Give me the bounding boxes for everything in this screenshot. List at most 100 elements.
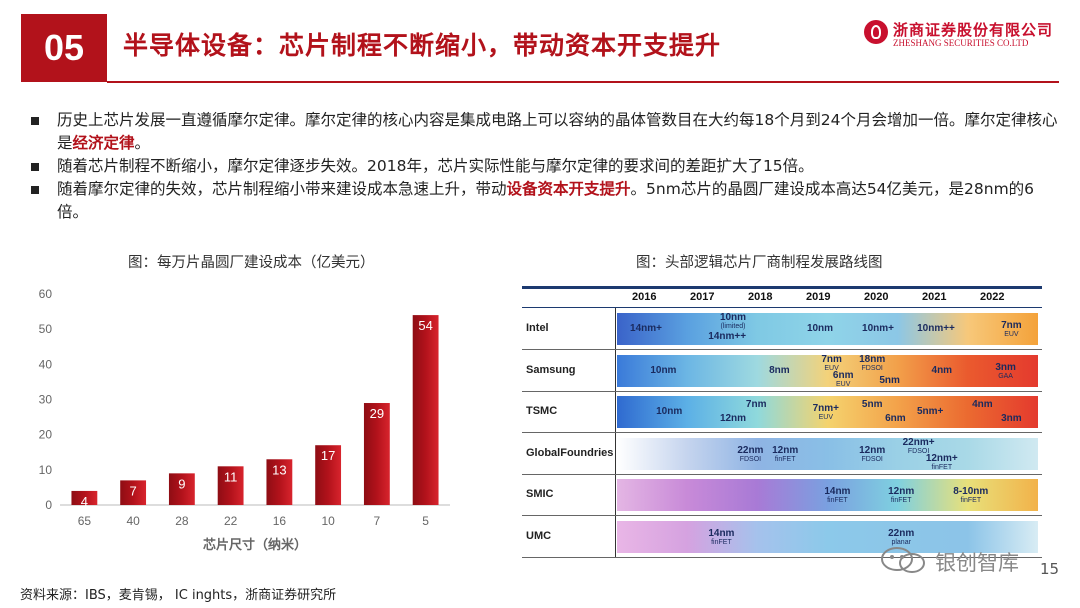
construction-cost-bar-chart: 0 10 20 30 40 50 60 4 65 7 40 9 28 11 22 13 16 17 10 29 7 54 5… [39, 287, 450, 553]
roadmap-progress-band: 14nm+ 10nm (limited) 14nm++ 10nm 10nm+ 10nm++ 7… [617, 313, 1038, 345]
y-tick-label: 60 [39, 287, 53, 301]
x-tick-label: 28 [175, 514, 189, 528]
process-node-label: 5nm+ [916, 406, 944, 417]
bullet-square-icon [31, 186, 39, 194]
x-tick-label: 5 [422, 514, 429, 528]
bar [412, 315, 439, 505]
roadmap-row: TSMC 10nm 7nm 12nm 7nm+ EUV 5nm 6nm 5nm+ 4nm 3nm [522, 391, 1042, 433]
bullet-text: 。5nm芯片的晶圆厂建设成本高达54亿美元，是28nm的6倍。 [57, 180, 1035, 221]
process-node-label: 10nm (limited) [719, 312, 747, 331]
title-divider [107, 81, 1059, 83]
slide-title: 半导体设备：芯片制程不断缩小，带动资本开支提升 [123, 31, 722, 60]
x-tick-label: 16 [273, 514, 287, 528]
bar-value-label: 7 [130, 483, 137, 498]
process-node-label: 12nm FDSOI [859, 444, 886, 463]
process-node-label: 3nm [1001, 413, 1022, 424]
roadmap-company-label: TSMC [526, 405, 558, 417]
y-tick-label: 50 [39, 322, 53, 336]
bullet-text: 历史上芯片发展一直遵循摩尔定律。摩尔定律的核心内容是集成电路上可以容纳的晶体管数… [57, 111, 1058, 152]
process-node-label: 10nm [806, 323, 834, 334]
highlighted-text: 设备资本开支提升 [506, 180, 631, 198]
roadmap-progress-band: 14nm finFET 22nm planar [617, 520, 1038, 553]
process-node-label: 7nm [745, 399, 767, 410]
x-tick-label: 65 [78, 514, 92, 528]
roadmap-year-label: 2016 [632, 291, 657, 303]
roadmap-row: Intel 14nm+ 10nm (limited) 14nm++ 10nm 10nm+ 10… [522, 308, 1042, 350]
bar-value-label: 54 [418, 318, 432, 333]
process-node-label: 7nm+ EUV [812, 403, 839, 422]
bar [315, 445, 342, 505]
y-tick-label: 30 [39, 393, 53, 407]
bar-value-label: 9 [178, 476, 185, 491]
bullet-text: 随着摩尔定律的失效，芯片制程缩小带来建设成本急速上升，带动 [57, 180, 507, 198]
process-node-label: 12nm [719, 413, 747, 424]
logo-chinese-name: 浙商证券股份有限公司 [893, 21, 1054, 39]
bar-value-label: 17 [321, 448, 335, 463]
roadmap-year-label: 2021 [922, 291, 947, 303]
y-tick-label: 10 [39, 463, 53, 477]
bar [266, 459, 293, 505]
bar [120, 480, 147, 505]
x-tick-label: 10 [321, 514, 335, 528]
bar [168, 473, 195, 505]
roadmap-company-label: Samsung [526, 363, 576, 376]
process-node-label: 4nm [931, 364, 953, 376]
roadmap-company-label: UMC [526, 529, 552, 542]
process-node-label: 10nm [650, 364, 677, 376]
bar [71, 490, 98, 505]
process-node-label: 14nm+ [630, 323, 662, 334]
process-node-label: 5nm [879, 374, 900, 386]
bar-value-label: 13 [272, 462, 286, 477]
bullet-item: 随着摩尔定律的失效，芯片制程缩小带来建设成本急速上升，带动设备资本开支提升。5n… [28, 178, 1058, 224]
roadmap-year-label: 2017 [690, 291, 715, 303]
source-note: 资料来源：IBS，麦肯锡， IC inghts，浙商证券研究所 [20, 588, 337, 603]
process-node-label: 12nm+ finFET [925, 452, 958, 471]
bar-value-label: 29 [370, 406, 384, 421]
x-axis-title: 芯片尺寸（纳米） [203, 537, 307, 553]
watermark: 银创智库 [878, 546, 1038, 575]
bullet-text: 随着芯片制程不断缩小，摩尔定律逐步失效。2018年，芯片实际性能与摩尔定律的要求… [57, 157, 814, 175]
roadmap-divider [615, 308, 616, 558]
process-node-label: 8nm [769, 364, 790, 376]
process-node-label: 22nm+ FDSOI [902, 436, 935, 455]
bullet-list: 历史上芯片发展一直遵循摩尔定律。摩尔定律的核心内容是集成电路上可以容纳的晶体管数… [28, 109, 1058, 224]
process-node-label: 10nm+ [862, 323, 894, 334]
roadmap-row: GlobalFoundries 22nm FDSOI 12nm finFET 12nm FD… [522, 433, 1042, 475]
bullet-text: 。 [134, 134, 151, 152]
logo-mark-icon [864, 20, 888, 44]
bullet-item: 随着芯片制程不断缩小，摩尔定律逐步失效。2018年，芯片实际性能与摩尔定律的要求… [28, 155, 1058, 178]
roadmap-year-label: 2020 [864, 291, 889, 303]
bullet-item: 历史上芯片发展一直遵循摩尔定律。摩尔定律的核心内容是集成电路上可以容纳的晶体管数… [28, 109, 1058, 155]
bar-value-label: 4 [81, 494, 88, 509]
roadmap-company-label: SMIC [526, 488, 554, 500]
process-node-label: 6nm [885, 413, 906, 424]
roadmap-row: UMC 14nm finFET 22nm planar [522, 516, 1042, 558]
process-node-label: 14nm++ [708, 331, 747, 342]
process-node-label: 14nm finFET [708, 527, 735, 546]
process-node-label: 22nm FDSOI [737, 444, 764, 463]
logo-english-name: ZHESHANG SECURITIES CO.LTD [893, 38, 1029, 48]
bar-value-label: 11 [224, 469, 238, 484]
roadmap-year-label: 2022 [980, 291, 1005, 303]
bullet-square-icon [31, 163, 39, 171]
roadmap-year-header: 2016 2017 2018 2019 2020 2021 2022 [522, 286, 1042, 308]
process-node-label: 10nm++ [917, 323, 955, 334]
bar [217, 466, 244, 505]
section-number-badge: 05 [21, 14, 107, 82]
process-node-label: 6nm EUV [832, 369, 854, 388]
wechat-icon [881, 547, 925, 573]
y-tick-label: 40 [39, 357, 53, 371]
process-node-label: 7nm EUV [821, 353, 842, 372]
roadmap-progress-band: 10nm 8nm 7nm EUV 6nm EUV 18nm FDSOI 5nm 4nm 3nm GAA [617, 353, 1038, 388]
page-number: 15 [1040, 560, 1060, 578]
y-tick-label: 20 [39, 428, 53, 442]
process-node-label: 10nm [656, 406, 683, 417]
bullet-square-icon [31, 117, 39, 125]
x-tick-label: 40 [126, 514, 140, 528]
roadmap-year-label: 2018 [748, 291, 773, 303]
roadmap-company-label: GlobalFoundries [526, 446, 614, 459]
process-node-label: 4nm [972, 399, 993, 410]
roadmap-row: Samsung 10nm 8nm 7nm EUV 6nm EUV 18nm FDSOI 5nm 4n… [522, 350, 1042, 392]
process-node-label: 3nm GAA [995, 361, 1016, 380]
roadmap-progress-band: 14nm finFET 12nm finFET 8-10nm finFET [617, 479, 1038, 511]
